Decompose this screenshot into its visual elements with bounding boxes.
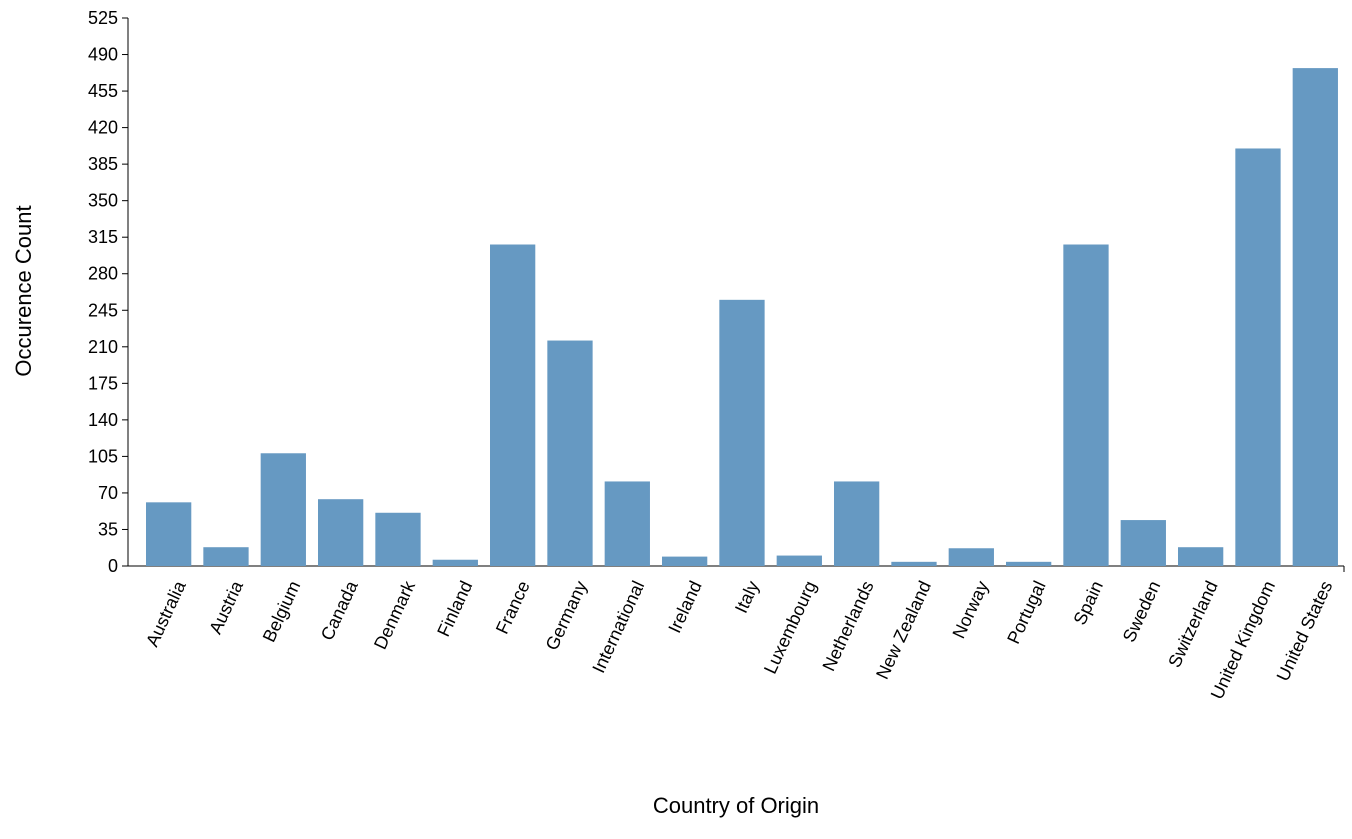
y-tick-label: 315 [88,227,118,247]
bar [260,453,306,566]
bars [146,68,1338,567]
x-tick-label: Denmark [370,577,419,653]
x-tick-label: Austria [205,577,247,637]
y-tick-label: 350 [88,191,118,211]
y-tick-label: 280 [88,264,118,284]
bar [1006,561,1052,566]
y-tick-label: 140 [88,410,118,430]
bar [1235,148,1281,566]
x-tick-label: Australia [142,577,190,650]
x-tick-label: Canada [317,577,362,643]
bar [432,559,478,566]
x-tick-label: Germany [542,578,591,654]
bar [662,556,708,566]
x-tick-label: Sweden [1119,578,1165,645]
y-tick-label: 525 [88,8,118,28]
x-axis: Australia Austria Belgium Canada Denmark Finl… [128,565,1345,703]
x-tick-label: United Kingdom [1207,578,1279,703]
bar [891,561,937,566]
bar [948,548,994,566]
x-tick-label: France [492,578,534,637]
bar [203,547,249,566]
bar [719,299,765,566]
bar [604,481,650,566]
y-tick-label: 490 [88,45,118,65]
x-tick-label: Netherlands [819,578,878,674]
x-tick-label: Ireland [664,578,705,636]
y-tick-label: 105 [88,446,118,466]
y-axis: 0 35 70 105 140 175 210 245 280 315 350 385 420 455 49… [88,8,129,576]
y-tick-label: 455 [88,81,118,101]
y-tick-label: 420 [88,118,118,138]
bar [1063,244,1109,567]
y-tick-label: 70 [98,483,118,503]
bar [146,502,192,566]
bar [834,481,880,566]
y-tick-label: 175 [88,373,118,393]
x-tick-label: Italy [731,578,763,616]
bar [490,244,536,567]
y-tick-label: 35 [98,519,118,539]
x-tick-label: Switzerland [1164,578,1221,671]
x-axis-title: Country of Origin [653,793,819,818]
x-tick-label: Portugal [1003,578,1049,647]
x-tick-label: Norway [948,578,992,642]
x-tick-label: Luxembourg [760,578,820,677]
bar [1178,547,1224,566]
bar [318,499,364,566]
x-tick-label: Belgium [259,578,305,645]
x-tick-label: Finland [433,578,476,640]
bar [1120,520,1166,566]
x-tick-label: New Zealand [872,578,935,683]
y-tick-label: 0 [108,556,118,576]
y-axis-title: Occurence Count [11,205,36,376]
bar [776,555,822,566]
bar [375,512,421,566]
x-tick-label: International [588,578,648,676]
bar [1292,68,1338,567]
bar [547,340,593,566]
x-tick-label: Spain [1069,578,1107,628]
x-tick-label: United States [1273,578,1337,684]
y-tick-label: 385 [88,154,118,174]
y-tick-label: 210 [88,337,118,357]
y-tick-label: 245 [88,300,118,320]
